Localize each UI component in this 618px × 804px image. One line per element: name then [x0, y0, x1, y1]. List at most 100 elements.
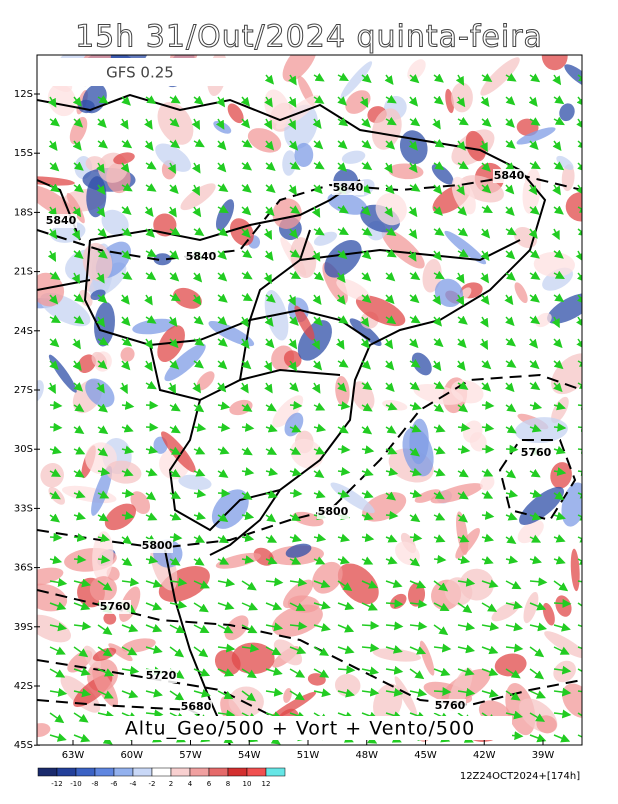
wind-arrow	[409, 513, 421, 523]
wind-arrow	[265, 467, 279, 477]
wind-arrow	[313, 556, 326, 565]
wind-arrow	[49, 422, 63, 432]
wind-arrow	[576, 184, 582, 196]
vort-blob	[214, 649, 241, 676]
wind-arrow	[457, 490, 469, 500]
wind-arrow	[49, 646, 66, 655]
wind-arrow	[385, 665, 404, 675]
wind-arrow	[240, 382, 249, 394]
wind-arrow	[73, 733, 91, 743]
wind-arrow	[145, 95, 157, 105]
wind-arrow	[264, 74, 275, 85]
wind-arrow	[553, 555, 566, 565]
wind-arrow	[217, 272, 228, 282]
wind-arrow	[409, 668, 425, 680]
map-frame	[36, 54, 583, 746]
wind-arrow	[385, 687, 404, 697]
contour-label-bg	[317, 505, 349, 519]
wind-arrow	[385, 621, 404, 631]
wind-arrow	[337, 382, 347, 393]
wind-arrow	[457, 534, 470, 543]
wind-arrow	[481, 533, 495, 543]
wind-arrow	[481, 579, 499, 588]
wind-arrow	[553, 95, 565, 105]
vort-blob	[413, 384, 464, 405]
vort-blob	[337, 563, 379, 605]
wind-arrow	[121, 139, 133, 149]
wind-arrow	[121, 488, 135, 498]
wind-arrow	[385, 510, 399, 520]
wind-arrow	[480, 294, 490, 306]
wind-arrow	[480, 96, 490, 108]
wind-arrow	[265, 556, 278, 565]
contour-label-bg	[520, 446, 552, 460]
wind-arrow	[289, 645, 307, 655]
wind-arrow	[144, 140, 154, 151]
wind-arrow	[73, 646, 89, 658]
wind-arrow	[193, 646, 209, 658]
wind-arrow	[337, 401, 351, 410]
wind-arrow	[193, 534, 206, 543]
wind-arrow	[337, 444, 351, 454]
wind-arrow	[71, 228, 81, 240]
wind-arrow	[505, 489, 519, 499]
wind-arrow	[241, 690, 257, 702]
vort-blob	[491, 601, 520, 622]
wind-arrow	[193, 624, 210, 634]
wind-arrow	[217, 709, 236, 719]
wind-arrow	[241, 668, 257, 679]
wind-arrow	[481, 400, 495, 410]
wind-arrow	[457, 555, 471, 565]
wind-arrow	[97, 554, 111, 564]
wind-arrow	[529, 534, 542, 543]
wind-arrow	[145, 445, 159, 455]
wind-arrow	[121, 577, 140, 587]
wind-arrow	[481, 204, 493, 214]
wind-arrow	[121, 401, 135, 410]
wind-arrow	[121, 205, 132, 215]
wind-arrow	[361, 643, 380, 653]
wind-arrow	[433, 490, 445, 500]
wind-arrow	[145, 315, 157, 324]
wind-arrow	[169, 94, 181, 104]
wind-arrow	[552, 184, 561, 196]
colorbar-swatch	[265, 767, 286, 777]
wind-arrow	[335, 338, 345, 350]
wind-arrow	[553, 338, 563, 349]
contour-label-bg	[434, 699, 466, 713]
wind-arrow	[73, 446, 86, 455]
wind-arrow	[216, 382, 227, 393]
vort-blob	[561, 164, 575, 192]
wind-arrow	[337, 424, 349, 434]
wind-arrow	[313, 688, 332, 698]
wind-arrow	[311, 338, 320, 351]
wind-arrow	[49, 490, 61, 500]
wind-arrow	[385, 534, 398, 543]
wind-arrow	[289, 533, 302, 543]
wind-arrow	[265, 446, 278, 455]
wind-arrow	[553, 734, 571, 743]
wind-arrow	[529, 140, 539, 151]
wind-arrow	[263, 118, 273, 130]
wind-arrow	[97, 624, 113, 635]
wind-arrow	[289, 316, 299, 326]
wind-arrow	[361, 381, 373, 391]
contour-label: 5720	[146, 669, 177, 682]
wind-arrow	[217, 250, 227, 260]
wind-arrow	[457, 116, 469, 126]
wind-arrow	[577, 668, 582, 673]
wind-arrow	[457, 338, 467, 349]
contour-label: 5800	[318, 505, 349, 518]
wind-arrow	[289, 577, 308, 587]
wind-arrow	[505, 600, 523, 610]
wind-arrow	[145, 623, 163, 633]
colorbar-swatch	[56, 767, 77, 777]
vort-blob	[480, 57, 520, 96]
wind-arrow	[481, 423, 495, 432]
contour-label: 5760	[435, 699, 466, 712]
colorbar-label: 2	[169, 780, 173, 788]
wind-arrow	[360, 316, 370, 328]
wind-arrow	[217, 183, 229, 192]
wind-arrow	[217, 469, 229, 478]
wind-arrow	[385, 425, 397, 434]
